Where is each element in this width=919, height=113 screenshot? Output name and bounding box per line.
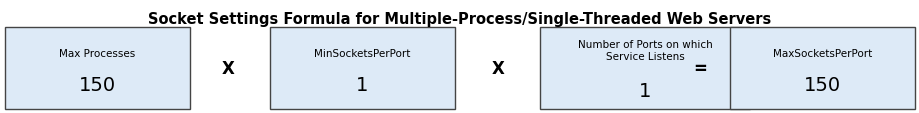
Text: 150: 150 (79, 75, 116, 94)
Text: MinSocketsPerPort: MinSocketsPerPort (314, 49, 410, 59)
Text: 1: 1 (356, 75, 369, 94)
Bar (5, 28, 190, 109)
Text: X: X (491, 59, 504, 77)
Bar (269, 28, 455, 109)
Text: 1: 1 (638, 82, 651, 101)
Text: Number of Ports on which
Service Listens: Number of Ports on which Service Listens (577, 40, 711, 61)
Text: Socket Settings Formula for Multiple-Process/Single-Threaded Web Servers: Socket Settings Formula for Multiple-Pro… (148, 12, 771, 27)
Text: X: X (221, 59, 234, 77)
Text: Max Processes: Max Processes (60, 49, 135, 59)
Bar (729, 28, 914, 109)
Text: 150: 150 (803, 75, 840, 94)
Bar (539, 28, 749, 109)
Text: =: = (692, 59, 706, 77)
Text: MaxSocketsPerPort: MaxSocketsPerPort (772, 49, 871, 59)
